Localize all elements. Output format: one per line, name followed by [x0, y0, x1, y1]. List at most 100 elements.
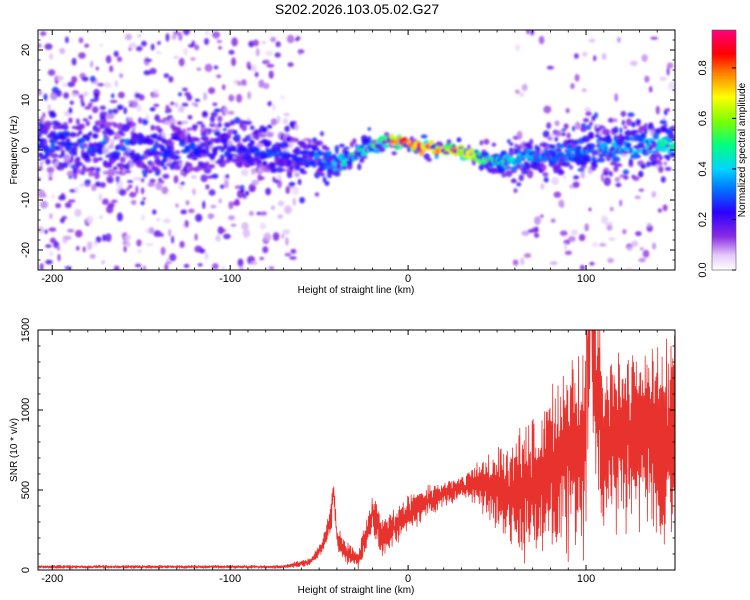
- spectrogram-cell: [180, 181, 185, 186]
- spectrogram-cell: [161, 131, 166, 138]
- spectrogram-cell: [116, 212, 123, 222]
- spectrogram-cell: [669, 143, 675, 148]
- spectrogram-cell: [622, 169, 630, 175]
- spectrogram-cell: [209, 164, 215, 169]
- spectrogram-cell: [558, 199, 565, 208]
- spectrogram-cell: [324, 147, 330, 151]
- spectrogram-cell: [285, 237, 289, 246]
- spectrogram-cell: [605, 221, 614, 227]
- spectrogram-cell: [239, 266, 244, 270]
- spectrogram-cell: [129, 191, 137, 198]
- spectrogram-cell: [123, 107, 127, 115]
- spectrogram-cell: [173, 31, 181, 36]
- spectrogram-cell: [90, 99, 96, 103]
- spectrogram-cell: [71, 93, 78, 98]
- spectrogram-cell: [264, 59, 270, 64]
- spectrogram-cell: [663, 124, 668, 127]
- spectrogram-cell: [515, 89, 520, 94]
- spectrogram-cell: [44, 229, 48, 234]
- spectrogram-cell: [491, 142, 496, 147]
- spectrogram-cell: [60, 193, 66, 200]
- spectrogram-cell: [241, 123, 247, 132]
- spectrogram-cell: [171, 235, 175, 244]
- spectrogram-cell: [227, 140, 233, 147]
- spectrogram-cell: [132, 136, 138, 142]
- spectrogram-cell: [292, 197, 297, 206]
- spectrogram-cell: [648, 86, 653, 93]
- spectrogram-cell: [44, 43, 53, 50]
- spectrogram-cell: [614, 176, 621, 183]
- spectrogram-cell: [663, 161, 667, 166]
- spectrogram-cell: [95, 181, 101, 187]
- spectrogram-cell: [670, 134, 675, 141]
- spectrogram-cell: [665, 107, 671, 113]
- spectrogram-cell: [584, 223, 589, 232]
- spectrogram-cell: [95, 66, 99, 71]
- spectrogram-cell: [572, 125, 576, 132]
- spectrogram-cell: [644, 127, 648, 135]
- spectrogram-cell: [292, 121, 297, 125]
- x-tick-label: 100: [577, 573, 595, 585]
- spectrogram-cell: [202, 200, 206, 210]
- y-tick-label: 10: [20, 94, 32, 106]
- spectrogram-cell: [82, 118, 88, 122]
- spectrogram-cell: [153, 230, 162, 238]
- spectrogram-y-label: Frequency (Hz): [9, 116, 20, 185]
- spectrogram-cell: [223, 106, 229, 116]
- spectrogram-cell: [560, 230, 568, 236]
- spectrogram-cell: [168, 76, 174, 83]
- spectrogram-cell: [174, 102, 179, 108]
- spectrogram-cell: [220, 156, 225, 162]
- spectrogram-cell: [220, 184, 225, 189]
- spectrogram-cell: [42, 202, 48, 207]
- spectrogram-cell: [633, 129, 639, 134]
- spectrogram-cell: [573, 139, 579, 146]
- spectrogram-cell: [78, 130, 83, 135]
- spectrogram-cell: [149, 178, 156, 183]
- spectrogram-cell: [203, 92, 208, 101]
- spectrogram-cell: [259, 256, 265, 261]
- spectrogram-cell: [66, 170, 75, 177]
- spectrogram-cell: [81, 102, 85, 107]
- spectrogram-y-axis: -20 -10 0 10 20: [20, 29, 675, 271]
- spectrogram-cell: [561, 128, 567, 132]
- spectrogram-cell: [588, 38, 596, 43]
- spectrogram-cell: [109, 99, 118, 104]
- spectrogram-cell: [588, 132, 594, 136]
- spectrogram-cell: [169, 117, 176, 125]
- spectrogram-cell: [635, 119, 641, 125]
- spectrogram-cell: [178, 57, 185, 67]
- spectrogram-cell: [162, 165, 168, 170]
- spectrogram-cell: [243, 193, 247, 199]
- spectrogram-cell: [320, 131, 324, 137]
- spectrogram-cell: [255, 156, 260, 161]
- spectrogram-cell: [217, 122, 222, 128]
- spectrogram-cell: [108, 143, 114, 150]
- spectrogram-cell: [160, 179, 165, 184]
- spectrogram-cell: [75, 186, 80, 194]
- spectrogram-cell: [572, 181, 580, 189]
- spectrogram-cell: [266, 63, 275, 68]
- spectrogram-cell: [247, 91, 251, 100]
- spectrogram-cell: [221, 266, 226, 270]
- spectrogram-cell: [268, 70, 274, 79]
- spectrogram-cell: [202, 110, 208, 116]
- spectrogram-cell: [170, 101, 175, 106]
- spectrogram-cell: [190, 142, 195, 148]
- spectrogram-cell: [562, 175, 567, 179]
- spectrogram-cell: [258, 133, 267, 138]
- spectrogram-cell: [284, 205, 292, 215]
- spectrogram-cell: [533, 233, 540, 238]
- spectrogram-cell: [60, 218, 65, 224]
- spectrogram-cell: [123, 245, 127, 253]
- spectrogram-cell: [627, 246, 633, 251]
- spectrogram-cell: [221, 139, 229, 143]
- spectrogram-cell: [191, 157, 199, 161]
- spectrogram-cell: [147, 181, 155, 187]
- spectrogram-cell: [47, 69, 56, 76]
- spectrogram-cell: [518, 91, 525, 98]
- spectrogram-cell: [540, 164, 547, 171]
- spectrogram-cell: [613, 118, 618, 123]
- spectrogram-cell: [194, 233, 198, 241]
- spectrogram-cell: [614, 93, 619, 102]
